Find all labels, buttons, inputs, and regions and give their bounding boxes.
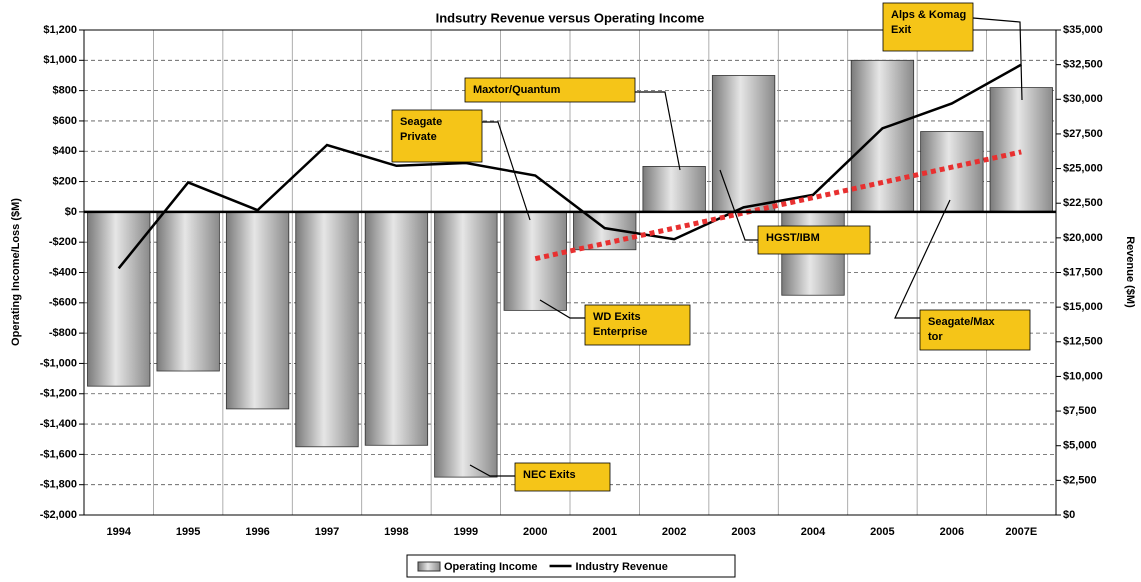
y2-tick-label: $32,500: [1063, 59, 1103, 71]
y-tick-label: -$400: [49, 266, 77, 278]
y2-tick-label: $17,500: [1063, 266, 1103, 278]
bar: [989, 87, 1053, 213]
y-tick-label: -$1,800: [40, 479, 77, 491]
legend-swatch: [417, 561, 441, 572]
bar: [850, 59, 915, 213]
y-tick-label: $600: [53, 115, 77, 127]
x-tick-label: 2004: [801, 526, 826, 538]
y2-tick-label: $15,000: [1063, 301, 1103, 313]
x-tick-label: 2002: [662, 526, 686, 538]
y-tick-label: $1,200: [43, 24, 77, 36]
legend-label: Industry Revenue: [576, 561, 668, 573]
annotation-text: Enterprise: [593, 326, 647, 338]
x-tick-label: 2007E: [1005, 526, 1037, 538]
y2-tick-label: $2,500: [1063, 474, 1097, 486]
y2-tick-label: $12,500: [1063, 336, 1103, 348]
y2-tick-label: $27,500: [1063, 128, 1103, 140]
annotation-box: [391, 109, 483, 163]
x-tick-label: 2006: [940, 526, 964, 538]
x-tick-label: 2000: [523, 526, 547, 538]
y2-tick-label: $10,000: [1063, 370, 1103, 382]
x-tick-label: 1998: [384, 526, 408, 538]
legend-label: Operating Income: [444, 561, 538, 573]
bar: [711, 75, 776, 213]
y2-tick-label: $0: [1063, 509, 1075, 521]
trend-line: [534, 149, 1022, 262]
y2-tick-label: $5,000: [1063, 440, 1097, 452]
annotation-leader: [539, 299, 585, 319]
annotation-text: NEC Exits: [523, 469, 576, 481]
y-tick-label: $1,000: [43, 54, 77, 66]
bar: [642, 166, 706, 213]
x-tick-label: 1995: [176, 526, 200, 538]
y2-axis-title: Revenue ($M): [1124, 236, 1136, 308]
annotation-text: Exit: [891, 24, 912, 36]
y2-tick-label: $35,000: [1063, 24, 1103, 36]
plot-frame: [83, 29, 1057, 516]
x-tick-label: 2003: [731, 526, 755, 538]
annotation-text: Alps & Komag: [891, 9, 966, 21]
y-tick-label: -$800: [49, 327, 77, 339]
y-axis-title: Operating Income/Loss ($M): [10, 198, 22, 346]
annotation-text: Maxtor/Quantum: [473, 84, 561, 96]
bar: [920, 131, 984, 213]
annotation-text: Seagate: [400, 116, 442, 128]
chart-title: Indsutry Revenue versus Operating Income: [436, 10, 705, 25]
y-tick-label: $400: [53, 145, 77, 157]
annotation-box: [919, 309, 1031, 351]
annotation-box: [584, 304, 691, 346]
annotation-text: tor: [928, 331, 943, 343]
x-tick-label: 1997: [315, 526, 339, 538]
y-tick-label: -$1,600: [40, 448, 77, 460]
y-tick-label: -$2,000: [40, 509, 77, 521]
y-tick-label: $800: [53, 85, 77, 97]
y2-tick-label: $7,500: [1063, 405, 1097, 417]
y2-tick-label: $22,500: [1063, 197, 1103, 209]
y-tick-label: -$1,000: [40, 357, 77, 369]
y2-tick-label: $25,000: [1063, 162, 1103, 174]
annotation-box: [757, 225, 871, 255]
y-tick-label: $200: [53, 175, 77, 187]
bar: [156, 211, 220, 372]
x-tick-label: 1999: [454, 526, 478, 538]
bar: [225, 211, 290, 410]
x-tick-label: 2005: [870, 526, 894, 538]
y-tick-label: $0: [65, 206, 77, 218]
annotation-text: Private: [400, 131, 437, 143]
bar: [503, 211, 567, 311]
y-tick-label: -$200: [49, 236, 77, 248]
x-tick-label: 2001: [592, 526, 616, 538]
y2-tick-label: $20,000: [1063, 232, 1103, 244]
annotation-leader: [719, 169, 758, 241]
annotation-leader: [469, 464, 515, 477]
bar: [87, 211, 151, 387]
y2-tick-label: $30,000: [1063, 93, 1103, 105]
annotation-text: Seagate/Max: [928, 316, 996, 328]
annotation-text: HGST/IBM: [766, 232, 820, 244]
y-tick-label: -$600: [49, 297, 77, 309]
y-tick-label: -$1,200: [40, 388, 77, 400]
x-tick-label: 1996: [245, 526, 269, 538]
bar: [295, 211, 359, 448]
annotation-leader: [635, 91, 681, 171]
annotation-box: [464, 77, 636, 103]
bar: [364, 211, 429, 446]
line: [117, 63, 1022, 270]
annotation-box: [882, 2, 974, 52]
annotation-leader: [972, 17, 1023, 101]
annotation-leader: [894, 199, 951, 319]
x-tick-label: 1994: [106, 526, 131, 538]
y-tick-label: -$1,400: [40, 418, 77, 430]
bar: [434, 211, 498, 478]
annotation-box: [514, 462, 611, 492]
annotation-text: WD Exits: [593, 311, 641, 323]
annotation-leader: [482, 121, 531, 221]
